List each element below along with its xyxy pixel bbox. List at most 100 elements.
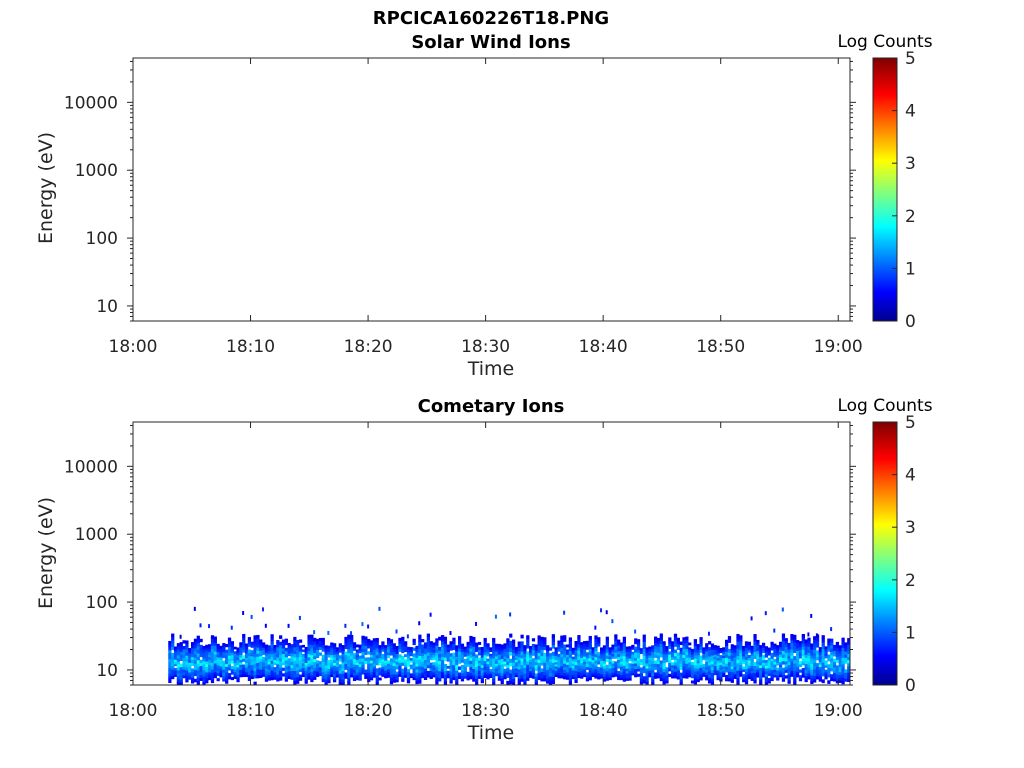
spectrogram-cell bbox=[503, 668, 507, 672]
spectrogram-cell bbox=[813, 665, 817, 670]
spectrogram-cell bbox=[458, 657, 462, 661]
spectrogram-cell bbox=[776, 660, 780, 664]
spectrogram-cell bbox=[554, 653, 558, 657]
spectrogram-cell bbox=[503, 643, 507, 647]
spectrogram-cell bbox=[716, 670, 720, 673]
spectrogram-cell bbox=[770, 652, 774, 657]
spectrogram-cell bbox=[372, 646, 377, 650]
spectrogram-cell bbox=[480, 675, 484, 679]
spectrogram-cell bbox=[707, 659, 712, 663]
spectrogram-cell bbox=[656, 672, 661, 676]
spectrogram-cell bbox=[787, 664, 791, 669]
spectrogram-cell bbox=[790, 658, 794, 662]
spectrogram-cell bbox=[801, 658, 805, 663]
spectrogram-cell bbox=[790, 655, 794, 659]
spectrogram-cell bbox=[580, 670, 584, 674]
spectrogram-cell bbox=[213, 657, 217, 661]
spectrogram-cell bbox=[716, 655, 720, 659]
spectrogram-cell bbox=[597, 667, 601, 671]
spectrogram-cell bbox=[392, 651, 396, 655]
spectrogram-cell bbox=[767, 670, 771, 674]
spectrogram-cell bbox=[210, 645, 215, 650]
spectrogram-cell bbox=[497, 659, 502, 663]
spectrogram-cell bbox=[761, 647, 766, 651]
spectrogram-cell bbox=[440, 644, 445, 648]
spectrogram-cell bbox=[398, 662, 402, 666]
spectrogram-cell bbox=[733, 659, 737, 663]
spectrogram-cell bbox=[304, 678, 308, 682]
spectrogram-cell bbox=[477, 649, 482, 653]
spectrogram-cell bbox=[523, 661, 527, 666]
spectrogram-cell bbox=[835, 665, 840, 669]
spectrogram-cell bbox=[492, 644, 496, 649]
spectrogram-cell bbox=[225, 652, 229, 656]
spectrogram-cell bbox=[750, 665, 754, 669]
spectrogram-cell bbox=[347, 659, 351, 664]
spectrogram-cell bbox=[443, 674, 448, 678]
spectrogram-cell bbox=[216, 654, 220, 658]
spectrogram-cell bbox=[813, 655, 817, 660]
spectrogram-cell bbox=[548, 664, 553, 668]
spectrogram-cell bbox=[256, 641, 260, 645]
spectrogram-cell bbox=[315, 652, 320, 656]
spectrogram-cell bbox=[520, 651, 524, 656]
spectrogram-cell bbox=[529, 670, 533, 674]
spectrogram-cell bbox=[517, 650, 521, 655]
spectrogram-cell bbox=[350, 640, 354, 645]
spectrogram-cell bbox=[327, 671, 331, 675]
spectrogram-cell bbox=[838, 647, 842, 651]
spectrogram-cell bbox=[713, 663, 717, 667]
spectrogram-cell bbox=[773, 643, 777, 647]
spectrogram-cell bbox=[517, 662, 521, 667]
spectrogram-cell bbox=[182, 660, 186, 664]
spectrogram-cell bbox=[315, 663, 320, 667]
spectrogram-cell bbox=[406, 669, 411, 673]
spectrogram-cell bbox=[477, 668, 482, 672]
spectrogram-cell bbox=[716, 650, 720, 654]
spectrogram-cell bbox=[327, 645, 331, 649]
spectrogram-cell bbox=[455, 650, 459, 655]
spectrogram-cell bbox=[537, 676, 541, 681]
spectrogram-cell bbox=[520, 634, 524, 639]
spectrogram-cell bbox=[472, 652, 476, 657]
spectrogram-cell bbox=[685, 663, 689, 667]
spectrogram-cell bbox=[503, 671, 507, 675]
spectrogram-cell bbox=[472, 655, 476, 660]
spectrogram-cell bbox=[219, 645, 223, 649]
spectrogram-cell bbox=[298, 654, 303, 658]
spectrogram-cell bbox=[582, 671, 587, 675]
spectrogram-cell bbox=[244, 657, 249, 661]
spectrogram-cell bbox=[395, 653, 399, 657]
spectrogram-cell bbox=[622, 649, 626, 654]
spectrogram-cell bbox=[682, 660, 686, 664]
spectrogram-cell bbox=[739, 644, 743, 648]
spectrogram-cell bbox=[654, 660, 658, 664]
spectrogram-cell bbox=[645, 657, 649, 661]
spectrogram-cell bbox=[171, 646, 175, 651]
spectrogram-cell bbox=[531, 649, 536, 653]
spectrogram-cell bbox=[733, 673, 737, 677]
spectrogram-cell bbox=[554, 659, 558, 663]
spectrogram-cell bbox=[358, 644, 362, 648]
spectrogram-cell bbox=[705, 651, 709, 655]
spectrogram-cell bbox=[574, 652, 578, 657]
spectrogram-cell bbox=[642, 662, 646, 667]
spectrogram-cell bbox=[483, 654, 487, 659]
spectrogram-cell bbox=[335, 662, 340, 665]
spectrogram-cell bbox=[335, 672, 340, 676]
spectrogram-cell bbox=[685, 657, 689, 661]
spectrogram-cell bbox=[264, 665, 269, 669]
spectrogram-cell bbox=[384, 665, 388, 669]
spectrogram-cell bbox=[446, 646, 450, 650]
spectrogram-cell bbox=[543, 640, 547, 644]
spectrogram-cell bbox=[736, 641, 740, 646]
spectrogram-cell bbox=[568, 657, 573, 662]
spectrogram-cell bbox=[776, 645, 780, 649]
spectrogram-cell bbox=[600, 660, 604, 664]
spectrogram-cell bbox=[333, 670, 337, 675]
spectrogram-cell bbox=[796, 671, 800, 675]
spectrogram-cell bbox=[719, 666, 723, 670]
spectrogram-cell bbox=[688, 664, 692, 668]
spectrogram-cell bbox=[176, 670, 181, 674]
spectrogram-cell bbox=[344, 675, 348, 679]
